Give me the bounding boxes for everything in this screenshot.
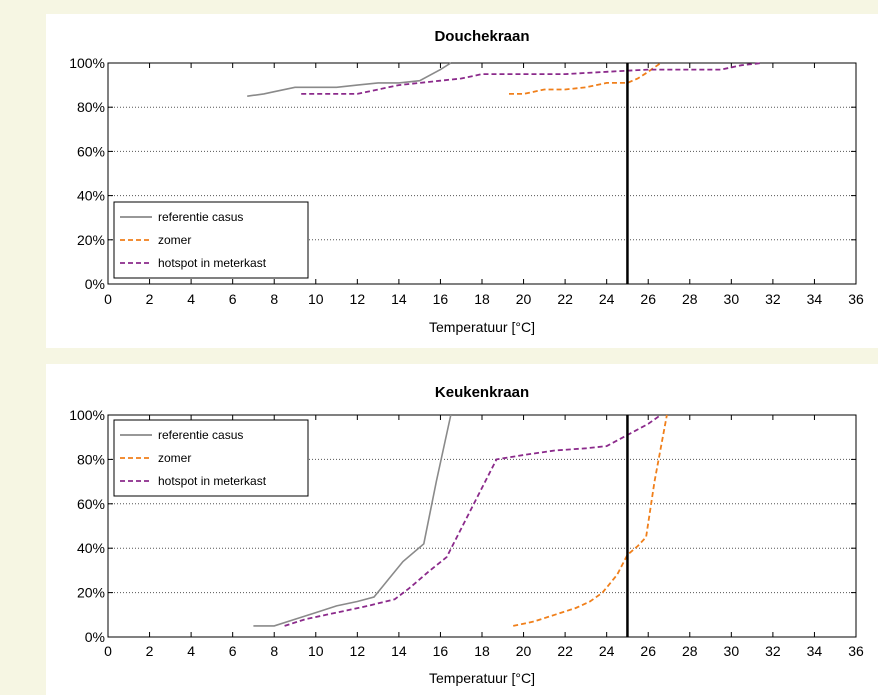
x-tick-label: 2 xyxy=(146,291,154,307)
x-tick-label: 18 xyxy=(474,291,490,307)
x-tick-label: 34 xyxy=(807,643,823,659)
x-tick-label: 18 xyxy=(474,643,490,659)
x-tick-label: 32 xyxy=(765,643,781,659)
x-tick-label: 16 xyxy=(433,643,449,659)
y-tick-label: 20% xyxy=(77,585,105,601)
series-line-1 xyxy=(247,62,452,97)
x-tick-label: 30 xyxy=(724,643,740,659)
x-tick-label: 16 xyxy=(433,291,449,307)
x-tick-label: 22 xyxy=(557,643,573,659)
series-line-2 xyxy=(513,414,668,627)
x-tick-label: 30 xyxy=(724,291,740,307)
legend-label: hotspot in meterkast xyxy=(158,474,267,488)
y-tick-label: 80% xyxy=(77,451,105,467)
x-tick-label: 10 xyxy=(308,291,324,307)
legend-label: zomer xyxy=(158,451,191,465)
legend-label: zomer xyxy=(158,233,191,247)
legend-label: referentie casus xyxy=(158,428,243,442)
series-line-1 xyxy=(253,414,452,627)
series-line-2 xyxy=(509,62,662,95)
y-tick-label: 80% xyxy=(77,99,105,115)
series-line-3 xyxy=(284,414,662,627)
x-tick-label: 8 xyxy=(270,291,278,307)
y-tick-label: 100% xyxy=(69,407,105,423)
x-tick-label: 26 xyxy=(640,291,656,307)
x-tick-label: 24 xyxy=(599,291,615,307)
x-tick-label: 36 xyxy=(848,291,864,307)
chart-panel-keukenkraan: Keukenkraan 0% 20% 40% 60% 80% 100% 0 2 4 6 8 10 12 14… xyxy=(46,364,878,695)
chart-title: Douchekraan xyxy=(434,28,529,45)
y-tick-label: 0% xyxy=(85,629,105,645)
x-tick-label: 28 xyxy=(682,291,698,307)
x-tick-label: 32 xyxy=(765,291,781,307)
x-tick-label: 4 xyxy=(187,643,195,659)
x-axis-label: Temperatuur [°C] xyxy=(429,670,535,686)
x-tick-label: 36 xyxy=(848,643,864,659)
x-axis-label: Temperatuur [°C] xyxy=(429,319,535,335)
x-tick-label: 22 xyxy=(557,291,573,307)
x-tick-label: 26 xyxy=(640,643,656,659)
chart-title: Keukenkraan xyxy=(435,384,529,401)
legend-label: referentie casus xyxy=(158,210,243,224)
y-tick-label: 100% xyxy=(69,55,105,71)
y-tick-label: 40% xyxy=(77,540,105,556)
x-tick-label: 12 xyxy=(350,643,366,659)
x-tick-label: 14 xyxy=(391,291,407,307)
x-tick-label: 28 xyxy=(682,643,698,659)
x-tick-label: 6 xyxy=(229,643,237,659)
x-tick-label: 34 xyxy=(807,291,823,307)
x-tick-label: 0 xyxy=(104,291,112,307)
x-tick-label: 8 xyxy=(270,643,278,659)
x-tick-label: 14 xyxy=(391,643,407,659)
y-tick-label: 60% xyxy=(77,496,105,512)
x-tick-label: 6 xyxy=(229,291,237,307)
x-tick-label: 10 xyxy=(308,643,324,659)
x-tick-label: 4 xyxy=(187,291,195,307)
series-line-3 xyxy=(301,62,763,95)
legend-label: hotspot in meterkast xyxy=(158,256,267,270)
y-tick-label: 40% xyxy=(77,188,105,204)
y-tick-label: 20% xyxy=(77,232,105,248)
y-tick-label: 60% xyxy=(77,143,105,159)
x-tick-label: 0 xyxy=(104,643,112,659)
x-tick-label: 12 xyxy=(350,291,366,307)
x-tick-label: 20 xyxy=(516,291,532,307)
x-tick-label: 2 xyxy=(146,643,154,659)
chart-panel-douchekraan: Douchekraan 0% 20% 40% 60% 80% 100% 0 2 4 6 8 10 12 14… xyxy=(46,14,878,348)
x-tick-label: 20 xyxy=(516,643,532,659)
y-tick-label: 0% xyxy=(85,276,105,292)
x-tick-label: 24 xyxy=(599,643,615,659)
